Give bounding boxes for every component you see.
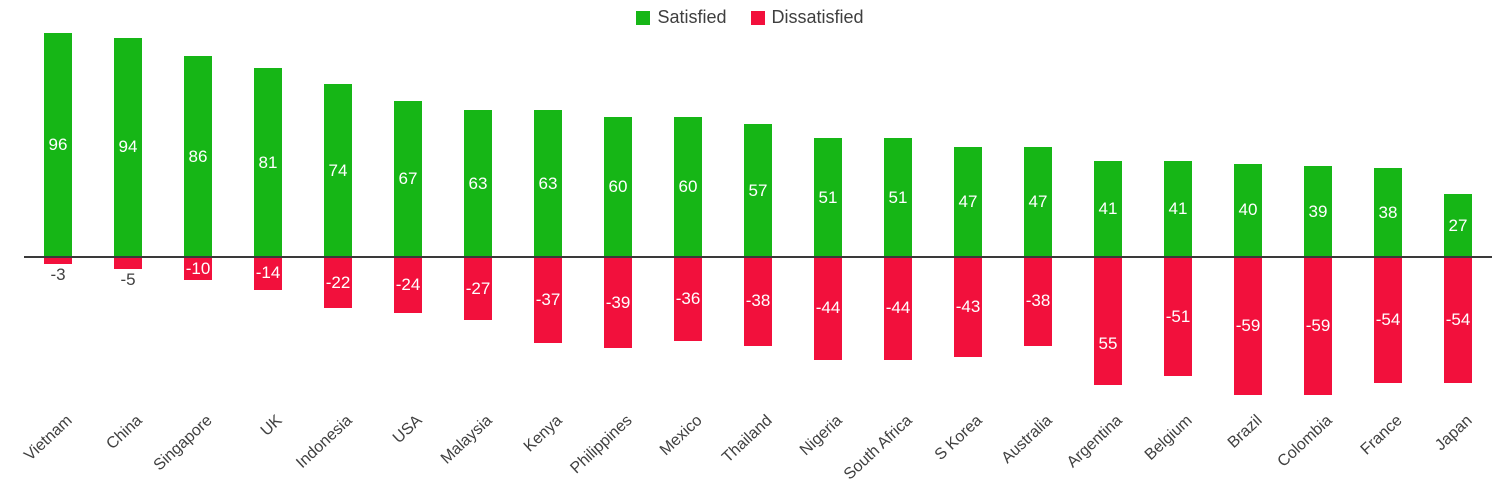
bar-dissatisfied-colombia bbox=[1304, 257, 1332, 395]
bar-dissatisfied-uk bbox=[254, 257, 282, 290]
value-label-satisfied-s-korea: 47 bbox=[958, 192, 978, 212]
bar-dissatisfied-france bbox=[1374, 257, 1402, 383]
value-label-satisfied-australia: 47 bbox=[1028, 192, 1048, 212]
value-label-dissatisfied-japan: -54 bbox=[1445, 310, 1471, 329]
bar-dissatisfied-nigeria bbox=[814, 257, 842, 360]
value-label-satisfied-philippines: 60 bbox=[608, 177, 628, 196]
value-label-satisfied-japan: 27 bbox=[1448, 215, 1468, 235]
value-label-dissatisfied-thailand: -38 bbox=[745, 291, 771, 311]
bar-dissatisfied-vietnam bbox=[44, 257, 72, 264]
x-axis-zero-line bbox=[24, 256, 1492, 258]
bar-dissatisfied-argentina bbox=[1094, 257, 1122, 386]
value-label-dissatisfied-belgium: -51 bbox=[1165, 306, 1191, 326]
legend-label-dissatisfied: Dissatisfied bbox=[771, 7, 864, 27]
value-label-dissatisfied-south-africa: -44 bbox=[885, 298, 911, 318]
bar-dissatisfied-mexico bbox=[674, 257, 702, 341]
value-label-satisfied-nigeria: 51 bbox=[818, 187, 838, 207]
legend: Satisfied Dissatisfied bbox=[0, 7, 1500, 28]
value-label-satisfied-indonesia: 74 bbox=[328, 160, 348, 180]
value-label-dissatisfied-china: -5 bbox=[120, 269, 136, 289]
bar-satisfied-s-korea bbox=[954, 147, 982, 257]
bar-dissatisfied-japan bbox=[1444, 257, 1472, 383]
bar-dissatisfied-brazil bbox=[1234, 257, 1262, 395]
value-label-satisfied-uk: 81 bbox=[258, 152, 278, 172]
bar-dissatisfied-singapore bbox=[184, 257, 212, 281]
value-label-satisfied-south-africa: 51 bbox=[888, 187, 908, 207]
value-label-dissatisfied-australia: -38 bbox=[1025, 291, 1051, 311]
bar-satisfied-vietnam bbox=[44, 33, 72, 257]
bar-dissatisfied-s-korea bbox=[954, 257, 982, 358]
bar-dissatisfied-philippines bbox=[604, 257, 632, 348]
bar-satisfied-nigeria bbox=[814, 138, 842, 257]
value-label-satisfied-usa: 67 bbox=[398, 168, 418, 188]
value-label-dissatisfied-usa: -24 bbox=[395, 275, 421, 294]
bar-satisfied-singapore bbox=[184, 56, 212, 257]
bar-dissatisfied-kenya bbox=[534, 257, 562, 344]
bar-dissatisfied-thailand bbox=[744, 257, 772, 346]
dissatisfied-swatch-icon bbox=[750, 10, 765, 25]
value-label-dissatisfied-france: -54 bbox=[1375, 310, 1401, 329]
value-label-satisfied-mexico: 60 bbox=[678, 177, 698, 196]
value-label-dissatisfied-philippines: -39 bbox=[605, 292, 631, 312]
bar-dissatisfied-malaysia bbox=[464, 257, 492, 320]
bar-satisfied-uk bbox=[254, 68, 282, 257]
bar-satisfied-france bbox=[1374, 168, 1402, 257]
bar-satisfied-colombia bbox=[1304, 166, 1332, 257]
value-label-satisfied-france: 38 bbox=[1378, 202, 1398, 222]
bar-satisfied-argentina bbox=[1094, 161, 1122, 257]
value-label-dissatisfied-s-korea: -43 bbox=[955, 297, 981, 317]
bar-satisfied-malaysia bbox=[464, 110, 492, 257]
value-label-satisfied-china: 94 bbox=[118, 137, 138, 157]
value-label-dissatisfied-malaysia: -27 bbox=[465, 278, 491, 298]
bar-satisfied-south-africa bbox=[884, 138, 912, 257]
value-label-satisfied-brazil: 40 bbox=[1238, 200, 1258, 220]
value-label-satisfied-colombia: 39 bbox=[1308, 201, 1328, 221]
bar-satisfied-philippines bbox=[604, 117, 632, 257]
value-label-satisfied-vietnam: 96 bbox=[48, 135, 68, 154]
value-label-satisfied-singapore: 86 bbox=[188, 146, 208, 166]
legend-label-satisfied: Satisfied bbox=[657, 7, 727, 27]
value-label-dissatisfied-nigeria: -44 bbox=[815, 298, 841, 318]
value-label-satisfied-argentina: 41 bbox=[1098, 199, 1118, 219]
value-label-dissatisfied-indonesia: -22 bbox=[325, 272, 351, 292]
value-label-dissatisfied-mexico: -36 bbox=[675, 289, 701, 308]
bar-dissatisfied-belgium bbox=[1164, 257, 1192, 376]
value-label-dissatisfied-brazil: -59 bbox=[1235, 315, 1261, 335]
bar-dissatisfied-australia bbox=[1024, 257, 1052, 346]
value-label-dissatisfied-singapore: -10 bbox=[185, 258, 211, 278]
bar-satisfied-indonesia bbox=[324, 84, 352, 257]
bar-dissatisfied-china bbox=[114, 257, 142, 269]
bar-satisfied-usa bbox=[394, 100, 422, 257]
value-label-dissatisfied-colombia: -59 bbox=[1305, 315, 1331, 335]
value-label-satisfied-malaysia: 63 bbox=[468, 173, 488, 193]
bar-satisfied-australia bbox=[1024, 147, 1052, 257]
value-label-satisfied-kenya: 63 bbox=[538, 173, 558, 193]
bar-satisfied-thailand bbox=[744, 124, 772, 257]
bar-satisfied-japan bbox=[1444, 194, 1472, 257]
bar-satisfied-mexico bbox=[674, 117, 702, 257]
bar-satisfied-china bbox=[114, 37, 142, 257]
value-label-dissatisfied-kenya: -37 bbox=[535, 290, 561, 310]
satisfied-swatch-icon bbox=[636, 10, 651, 25]
value-label-dissatisfied-uk: -14 bbox=[255, 263, 281, 283]
bar-satisfied-kenya bbox=[534, 110, 562, 257]
value-label-satisfied-thailand: 57 bbox=[748, 180, 768, 200]
legend-item-dissatisfied: Dissatisfied bbox=[750, 7, 864, 28]
bar-satisfied-brazil bbox=[1234, 163, 1262, 257]
bar-dissatisfied-indonesia bbox=[324, 257, 352, 309]
value-label-dissatisfied-vietnam: -3 bbox=[50, 265, 66, 284]
bar-dissatisfied-usa bbox=[394, 257, 422, 313]
legend-item-satisfied: Satisfied bbox=[636, 7, 727, 28]
bar-dissatisfied-south-africa bbox=[884, 257, 912, 360]
value-label-satisfied-belgium: 41 bbox=[1168, 199, 1188, 219]
value-label-dissatisfied-argentina: 55 bbox=[1098, 334, 1118, 354]
bar-satisfied-belgium bbox=[1164, 161, 1192, 257]
